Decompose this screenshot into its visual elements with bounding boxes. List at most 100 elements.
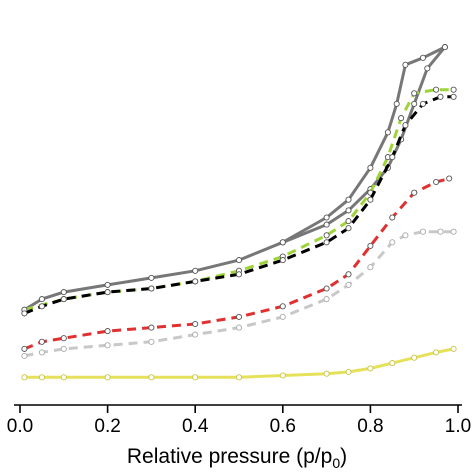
series-4-point (433, 178, 440, 186)
series-0-point (419, 54, 427, 61)
series-6-point (450, 345, 457, 352)
series-0-point (60, 289, 67, 296)
series-4-point (148, 324, 155, 331)
series-0-point (402, 61, 409, 68)
series-3-point (148, 285, 155, 292)
series-0-point (345, 196, 352, 203)
series-3-point (60, 296, 67, 303)
series-2-point (398, 115, 405, 122)
series-3-point (323, 239, 330, 246)
series-0-point (367, 164, 374, 171)
x-tick-label: 1.0 (445, 416, 471, 437)
series-1-line (282, 46, 447, 244)
series-1-point (323, 221, 330, 228)
series-5-point (148, 338, 155, 345)
series-3-point (192, 278, 199, 285)
series-2-point (345, 218, 352, 225)
series-4-point (367, 242, 374, 249)
series-5-point (38, 349, 45, 356)
series-4-point (389, 214, 396, 221)
x-axis-title-subscript: 0 (332, 455, 340, 471)
series-2-point (450, 86, 457, 93)
x-ticks: 0.0 0.2 0.4 0.6 0.8 1.0 (7, 405, 471, 437)
series-0-point (323, 214, 330, 221)
series-5-point (279, 313, 286, 320)
series-6-point (60, 374, 67, 381)
series-5-point (389, 239, 396, 246)
series-6-point (279, 372, 286, 379)
series-4-point (323, 285, 330, 292)
x-tick-label: 0.8 (357, 416, 383, 437)
series-5-point (437, 228, 444, 235)
series-0-point (235, 257, 243, 264)
series-1-point (424, 65, 431, 72)
series-5-point (345, 281, 352, 288)
series-6-point (345, 368, 352, 375)
x-tick-label: 0.4 (182, 416, 209, 437)
series-6-point (21, 374, 28, 381)
series-5-point (402, 232, 409, 239)
series-3-point (279, 257, 286, 264)
series-1-point (345, 207, 352, 214)
series-2-point (411, 90, 418, 97)
series-6-point (389, 360, 396, 367)
series-0-point (192, 267, 199, 274)
series-0-line (23, 45, 446, 312)
series-6-point (148, 374, 155, 381)
series-3-point (419, 100, 427, 107)
series-6-line (24, 347, 454, 379)
series-3-point (38, 303, 45, 310)
series-4-point (38, 338, 45, 345)
series-6-point (235, 374, 243, 381)
series-6-point (38, 374, 45, 381)
x-axis-title: Relative pressure (p/p0) (127, 445, 347, 471)
series-0-point (104, 281, 111, 288)
series-0-point (38, 296, 45, 303)
series-3-point (235, 271, 243, 278)
series-4-point (235, 313, 243, 320)
series-5-point (450, 228, 457, 235)
series-5-point (235, 324, 243, 331)
series-5-point (323, 296, 330, 303)
series-5-point (104, 342, 111, 349)
series-1-point (279, 239, 286, 246)
x-tick-label: 0.0 (7, 416, 33, 437)
series-5-point (60, 345, 67, 352)
series-4-point (104, 328, 111, 335)
series-6-point (367, 365, 374, 372)
series-0-point (384, 129, 391, 136)
series-4-point (446, 175, 453, 182)
series-1 (279, 44, 448, 246)
series-6-point (323, 370, 330, 377)
series-6-point (192, 374, 199, 381)
series-3-point (367, 196, 374, 203)
series-1-point (411, 100, 418, 107)
series-3-point (104, 289, 111, 296)
series-4 (21, 175, 453, 352)
series-4-point (60, 335, 67, 342)
series-5-line (24, 230, 454, 358)
series-3-point (345, 225, 352, 232)
series-3-line (23, 95, 454, 315)
series-3-point (402, 122, 409, 129)
x-tick-label: 0.6 (270, 416, 296, 437)
series-4-point (345, 271, 352, 278)
series-4-point (192, 320, 199, 328)
series-3-point (450, 93, 457, 100)
series-5-point (367, 264, 374, 271)
series-5 (21, 228, 457, 359)
series-4-point (411, 189, 418, 196)
series-0-point (148, 274, 155, 281)
x-tick-label: 0.2 (94, 416, 120, 437)
series-4-point (21, 345, 28, 352)
series-5-point (192, 331, 199, 338)
series-2-point (433, 86, 440, 93)
series-6-point (104, 374, 111, 381)
x-axis-title-end: ) (340, 445, 347, 468)
series-1-point (441, 44, 448, 51)
series-layer (21, 44, 457, 381)
series-5-point (21, 352, 28, 359)
series-2-point (323, 232, 330, 239)
series-5-point (419, 228, 427, 235)
